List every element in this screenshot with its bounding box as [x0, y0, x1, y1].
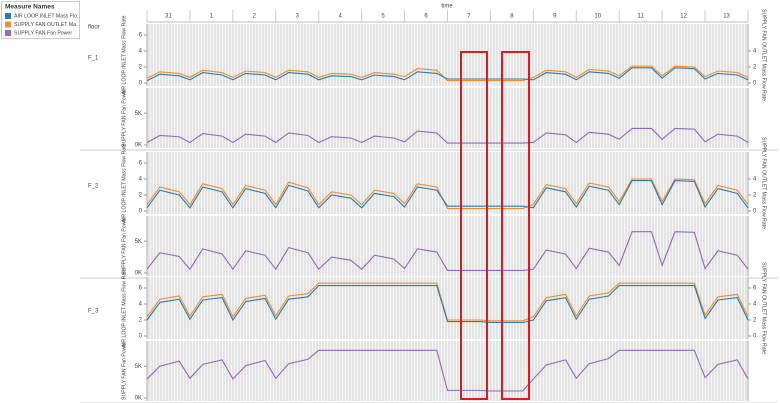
power-axis-title: SUPPLY FAN Fan Power	[121, 342, 127, 400]
x-tick-label: 10	[594, 14, 601, 20]
highlight-box	[501, 51, 530, 400]
power-tick-label: 0K	[135, 271, 142, 277]
x-tick-label: 1	[210, 14, 214, 20]
power-tick-label: 0K	[135, 143, 142, 149]
y2-tick-label: 0	[753, 334, 757, 340]
panel-background	[147, 216, 748, 276]
legend: Measure Names	[1, 1, 80, 39]
y2-tick-label: 0	[753, 81, 757, 87]
legend-title: Measure Names	[5, 4, 55, 11]
y2-tick-label: 4	[753, 302, 757, 308]
legend-swatch	[5, 13, 11, 19]
y2-tick-label: 2	[753, 65, 757, 71]
y-tick-label: 2	[139, 318, 143, 324]
x-axis-title: time	[441, 4, 453, 10]
legend-box	[1, 1, 80, 39]
y2-axis-title: SUPPLY FAN OUTLET Mass Flow Rate	[761, 9, 767, 101]
y-axis-title: AIR LOOP INLET Mass Flow Rate	[121, 268, 127, 347]
panel-background	[147, 152, 748, 214]
y2-axis-title: SUPPLY FAN OUTLET Mass Flow Rate	[761, 137, 767, 229]
x-tick-label: 11	[638, 14, 645, 20]
panel-background	[147, 341, 748, 401]
legend-label: SUPPLY FAN OUTLET Ma..	[14, 22, 79, 28]
x-tick-label: 7	[467, 14, 471, 20]
power-tick-label: 0K	[135, 396, 142, 402]
y-axis-title: AIR LOOP INLET Mass Flow Rate	[121, 143, 127, 222]
x-tick-label: 12	[680, 14, 687, 20]
y-tick-label: 6	[139, 33, 143, 39]
y-tick-label: 4	[139, 302, 143, 308]
x-tick-label: 2	[253, 14, 257, 20]
y-tick-label: 4	[139, 177, 143, 183]
x-tick-label: 13	[723, 14, 730, 20]
panel-background	[147, 88, 748, 148]
y-tick-label: 0	[139, 209, 143, 215]
y2-tick-label: 2	[753, 193, 757, 199]
x-tick-label: 5	[381, 14, 385, 20]
x-tick-label: 6	[424, 14, 428, 20]
y2-axis-title: SUPPLY FAN OUTLET Mass Flow Rate	[761, 262, 767, 354]
y2-tick-label: 0	[753, 209, 757, 215]
series-line	[146, 127, 749, 144]
y2-tick-label: 6	[753, 286, 757, 292]
series-line	[146, 65, 749, 82]
y-tick-label: 2	[139, 193, 143, 199]
y-axis-title: AIR LOOP INLET Mass Flow Rate	[121, 15, 127, 94]
legend-label: SUPPLY FAN Fan Power	[14, 30, 72, 36]
y-tick-label: 6	[139, 161, 143, 167]
legend-label: AIR LOOP INLET Mass Flo..	[14, 13, 80, 19]
series-line	[146, 349, 749, 392]
x-tick-label: 31	[165, 14, 172, 20]
x-tick-label: 4	[339, 14, 343, 20]
x-tick-label: 9	[553, 14, 557, 20]
y-tick-label: 6	[139, 286, 143, 292]
y-tick-label: 0	[139, 334, 143, 340]
y2-tick-label: 4	[753, 177, 757, 183]
x-tick-label: 3	[296, 14, 300, 20]
row-title: floor	[88, 25, 100, 31]
x-tick-label: 8	[510, 14, 514, 20]
power-axis-title: SUPPLY FAN Fan Power	[121, 89, 127, 147]
power-tick-label: 5K	[135, 364, 142, 370]
power-tick-label: 5K	[135, 239, 142, 245]
highlight-box	[460, 51, 488, 400]
panel-background	[147, 277, 748, 339]
series-line	[146, 178, 749, 210]
legend-swatch	[5, 30, 11, 36]
y2-tick-label: 4	[753, 49, 757, 55]
power-axis-title: SUPPLY FAN Fan Power	[121, 217, 127, 275]
row-label: F_3	[88, 309, 99, 315]
panel-background	[147, 24, 748, 86]
legend-swatch	[5, 21, 11, 28]
row-label: F_1	[88, 56, 99, 62]
y-tick-label: 4	[139, 49, 143, 55]
series-line	[146, 285, 749, 323]
row-label: F_2	[88, 184, 99, 190]
power-tick-label: 5K	[135, 111, 142, 117]
y-tick-label: 2	[139, 65, 143, 71]
series-line	[146, 67, 749, 82]
y2-tick-label: 2	[753, 318, 757, 324]
series-line	[146, 231, 749, 272]
y-tick-label: 0	[139, 81, 143, 87]
series-line	[146, 180, 749, 209]
